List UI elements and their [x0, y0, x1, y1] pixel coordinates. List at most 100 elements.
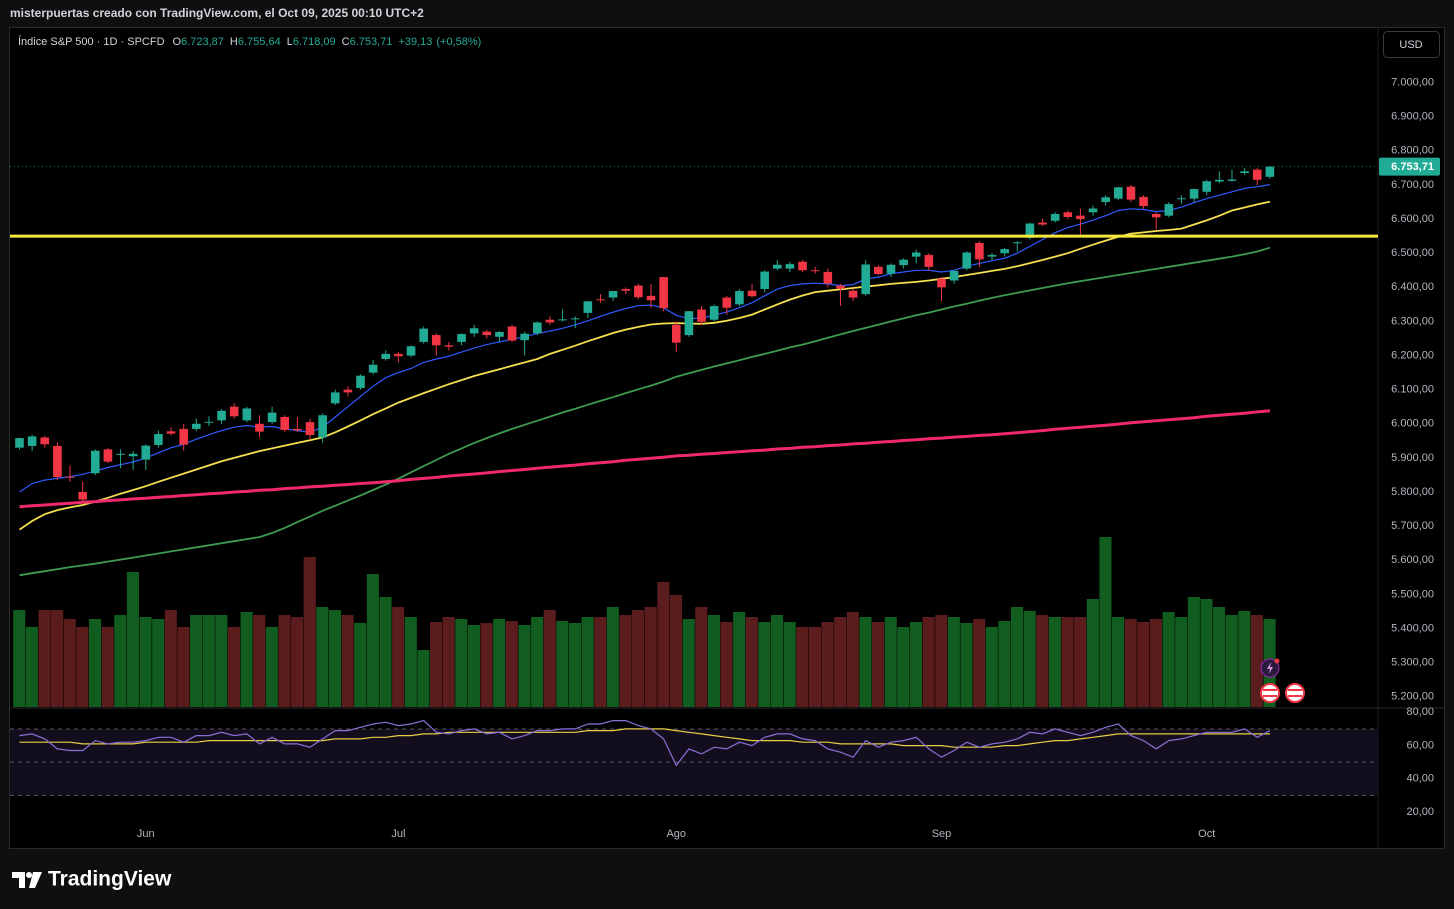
candle-body — [457, 334, 466, 342]
candle-body — [267, 412, 277, 423]
candle-body — [166, 431, 176, 434]
y-tick-label: 5.500,00 — [1391, 588, 1434, 600]
candle-body — [495, 332, 504, 337]
candle-body — [949, 270, 959, 281]
candle-body — [65, 476, 75, 478]
candle-body — [305, 422, 315, 436]
volume-bar — [265, 627, 278, 707]
candle-body — [141, 445, 151, 460]
moving-average — [19, 246, 1271, 577]
volume-bar — [341, 615, 354, 707]
candle-body — [1265, 166, 1275, 177]
volume-bar — [518, 625, 531, 707]
candle-body — [1114, 187, 1123, 199]
volume-bar — [947, 617, 960, 707]
volume-bar — [13, 610, 26, 707]
currency-button[interactable] — [1383, 31, 1440, 58]
candle-body — [469, 328, 479, 334]
rsi-tick-label: 80,00 — [1406, 706, 1434, 718]
candle-body — [760, 271, 769, 290]
volume-bar — [568, 623, 582, 707]
volume-bar — [1162, 612, 1175, 707]
volume-bar — [379, 597, 392, 707]
candle-body — [431, 335, 441, 346]
volume-bar — [1175, 617, 1188, 707]
candle-body — [330, 392, 340, 404]
volume-bar — [758, 622, 771, 707]
volume-bar — [1086, 599, 1099, 707]
y-tick-label: 6.400,00 — [1391, 281, 1434, 293]
plot: 80,00 60,00 40,00 20,00 Jun Jul Ago Sep Oct 7.000… — [10, 76, 1444, 840]
candle-body — [128, 453, 138, 457]
candle-body — [1050, 213, 1060, 221]
y-tick-label: 5.900,00 — [1391, 452, 1434, 464]
volume-bar — [328, 610, 342, 707]
volume-bar — [796, 627, 809, 707]
volume-bar — [707, 615, 720, 707]
candle-body — [1177, 198, 1186, 200]
candle-body — [962, 252, 972, 269]
volume-bar — [291, 617, 304, 707]
candle-body — [15, 438, 24, 448]
candle-body — [608, 291, 618, 298]
volume-bar — [139, 617, 152, 707]
candle-body — [671, 324, 681, 343]
volume-bar — [872, 622, 885, 707]
volume-bar — [1112, 617, 1125, 707]
volume-bar — [76, 627, 89, 707]
y-tick-label: 5.300,00 — [1391, 657, 1434, 669]
last-price-label: 6.753,71 — [1391, 161, 1434, 173]
volume-bar — [227, 627, 241, 707]
y-tick-label: 6.500,00 — [1391, 247, 1434, 259]
volume-bar — [771, 615, 784, 707]
ohlc-value: 6.755,64 — [238, 36, 281, 48]
y-tick-label: 5.600,00 — [1391, 554, 1434, 566]
volume-bar — [745, 617, 758, 707]
volume-bar — [1149, 619, 1162, 707]
candle-body — [886, 264, 896, 274]
candle-body — [217, 410, 226, 421]
candle-body — [179, 428, 188, 445]
y-tick-label: 5.200,00 — [1391, 691, 1434, 703]
volume-bar — [505, 621, 518, 707]
volume-bar — [404, 617, 417, 707]
candle-body — [735, 291, 744, 305]
header: misterpuertas creado con TradingView.com… — [10, 6, 424, 20]
candle-body — [899, 259, 908, 266]
flag-icon[interactable] — [1285, 683, 1305, 703]
candle-body — [583, 301, 593, 313]
flag-icon[interactable] — [1260, 683, 1280, 703]
candle-body — [1252, 169, 1262, 180]
legend-text: Índice S&P 500 · 1D · SPCFD O6.723,87 H6.7… — [18, 35, 481, 48]
candle-body — [646, 295, 656, 301]
moving-average — [18, 200, 1271, 531]
volume-bar — [177, 627, 190, 707]
candle-body — [1126, 186, 1136, 200]
candle-body — [343, 389, 353, 393]
volume-bar — [480, 623, 493, 707]
candle-body — [810, 270, 820, 272]
y-tick-label: 6.000,00 — [1391, 418, 1434, 430]
ohlc-key: O — [173, 36, 182, 48]
volume-bar — [366, 574, 379, 707]
volume-bar — [922, 617, 935, 707]
volume-bar — [1137, 622, 1150, 707]
volume-bar — [1187, 597, 1200, 707]
ohlc-value: 6.718,09 — [293, 36, 336, 48]
volume-bar — [821, 622, 834, 707]
candle-body — [634, 285, 643, 298]
candle-body — [78, 492, 87, 500]
volume-bar — [152, 619, 165, 707]
candle-body — [924, 254, 934, 267]
volume-bar — [114, 615, 127, 707]
currency[interactable]: USD — [1399, 39, 1422, 51]
moving-average — [19, 184, 1270, 493]
candle-body — [154, 434, 163, 445]
candle-body — [697, 309, 706, 322]
volume-bar — [442, 617, 455, 707]
candle-body — [1227, 179, 1237, 181]
candle-body — [204, 421, 214, 423]
y-tick-label: 6.600,00 — [1391, 213, 1434, 225]
flag-stripe — [1263, 695, 1277, 697]
volume-bar — [1200, 599, 1213, 707]
